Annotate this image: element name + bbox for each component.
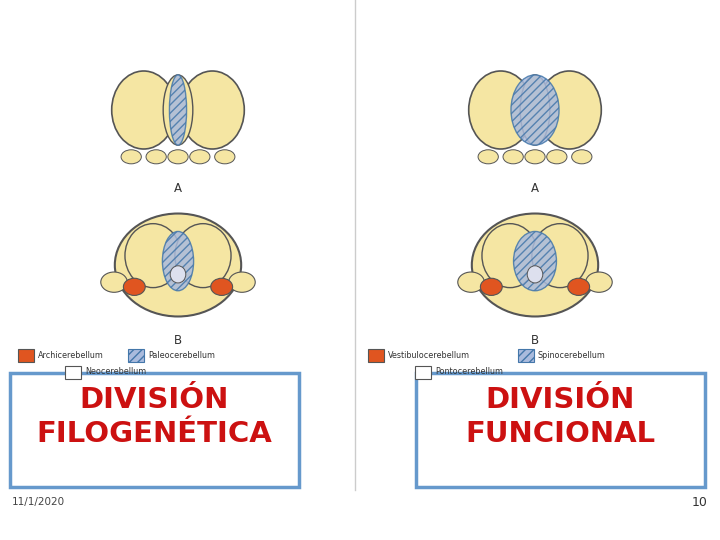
Text: Neocerebellum: Neocerebellum: [85, 368, 146, 376]
Text: DIVISIÓN
FUNCIONAL: DIVISIÓN FUNCIONAL: [465, 386, 655, 448]
Ellipse shape: [482, 224, 538, 288]
Ellipse shape: [114, 213, 241, 316]
Ellipse shape: [229, 272, 255, 292]
Ellipse shape: [169, 75, 186, 145]
FancyBboxPatch shape: [128, 349, 144, 362]
Ellipse shape: [527, 266, 543, 283]
Ellipse shape: [163, 232, 194, 291]
Ellipse shape: [180, 71, 244, 149]
Ellipse shape: [175, 224, 231, 288]
Ellipse shape: [215, 150, 235, 164]
Text: B: B: [174, 334, 182, 347]
Text: A: A: [531, 181, 539, 194]
Text: Pontocerebellum: Pontocerebellum: [435, 368, 503, 376]
Ellipse shape: [585, 272, 612, 292]
Ellipse shape: [458, 272, 485, 292]
FancyBboxPatch shape: [368, 349, 384, 362]
Text: Vestibulocerebellum: Vestibulocerebellum: [388, 350, 470, 360]
Ellipse shape: [121, 150, 141, 164]
Ellipse shape: [112, 71, 176, 149]
Ellipse shape: [511, 75, 559, 145]
Ellipse shape: [513, 232, 557, 291]
Ellipse shape: [101, 272, 127, 292]
Ellipse shape: [478, 150, 498, 164]
FancyBboxPatch shape: [518, 349, 534, 362]
Ellipse shape: [189, 150, 210, 164]
Ellipse shape: [525, 150, 545, 164]
Ellipse shape: [572, 150, 592, 164]
Ellipse shape: [170, 266, 186, 283]
Text: 10: 10: [692, 496, 708, 509]
Text: Archicerebellum: Archicerebellum: [38, 350, 104, 360]
Ellipse shape: [503, 150, 523, 164]
Ellipse shape: [469, 71, 533, 149]
Ellipse shape: [480, 278, 503, 295]
Text: Paleocerebellum: Paleocerebellum: [148, 350, 215, 360]
Ellipse shape: [532, 224, 588, 288]
Ellipse shape: [125, 224, 181, 288]
Text: 11/1/2020: 11/1/2020: [12, 497, 65, 507]
Text: A: A: [174, 181, 182, 194]
FancyBboxPatch shape: [415, 366, 431, 379]
Text: B: B: [531, 334, 539, 347]
Ellipse shape: [520, 75, 550, 145]
Text: DIVISIÓN
FILOGENÉTICA: DIVISIÓN FILOGENÉTICA: [36, 386, 272, 448]
Ellipse shape: [546, 150, 567, 164]
FancyBboxPatch shape: [10, 373, 299, 487]
Ellipse shape: [537, 71, 601, 149]
FancyBboxPatch shape: [416, 373, 705, 487]
FancyBboxPatch shape: [65, 366, 81, 379]
Ellipse shape: [146, 150, 166, 164]
Ellipse shape: [472, 213, 598, 316]
Ellipse shape: [123, 278, 145, 295]
Ellipse shape: [163, 75, 193, 145]
FancyBboxPatch shape: [18, 349, 34, 362]
Ellipse shape: [568, 278, 590, 295]
Text: Spinocerebellum: Spinocerebellum: [538, 350, 606, 360]
Ellipse shape: [168, 150, 188, 164]
Ellipse shape: [211, 278, 233, 295]
